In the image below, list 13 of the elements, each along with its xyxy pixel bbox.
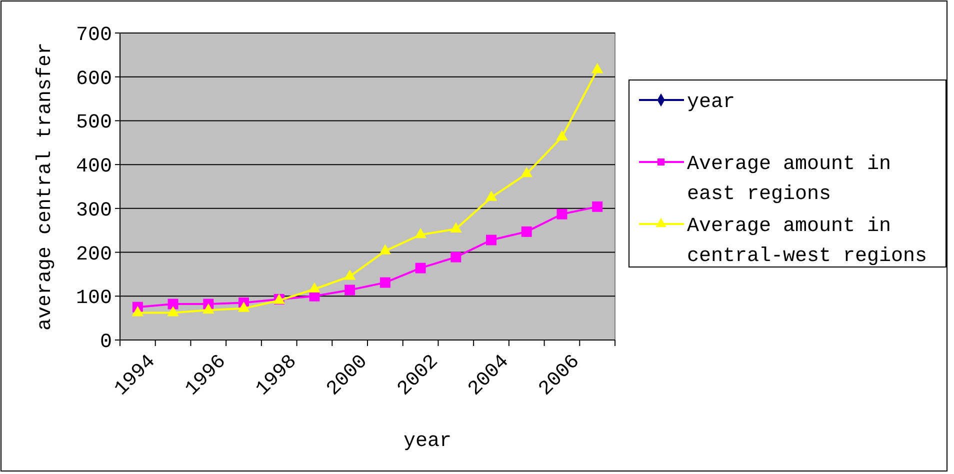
y-tick-label: 400: [76, 156, 112, 179]
legend-label: Average amount in east regions: [687, 153, 892, 206]
y-tick-label: 0: [100, 331, 112, 354]
legend-label: Average amount in central-west regions: [687, 215, 928, 268]
y-tick-label: 500: [76, 112, 112, 135]
y-tick-label: 700: [76, 24, 112, 47]
legend-label: year: [687, 91, 736, 114]
y-axis-title: average central transfer: [34, 42, 57, 331]
y-tick-label: 300: [76, 199, 112, 222]
y-tick-label: 200: [76, 243, 112, 266]
y-tick-label: 600: [76, 68, 112, 91]
y-tick-label: 100: [76, 287, 112, 310]
x-axis-title: year: [403, 430, 452, 453]
